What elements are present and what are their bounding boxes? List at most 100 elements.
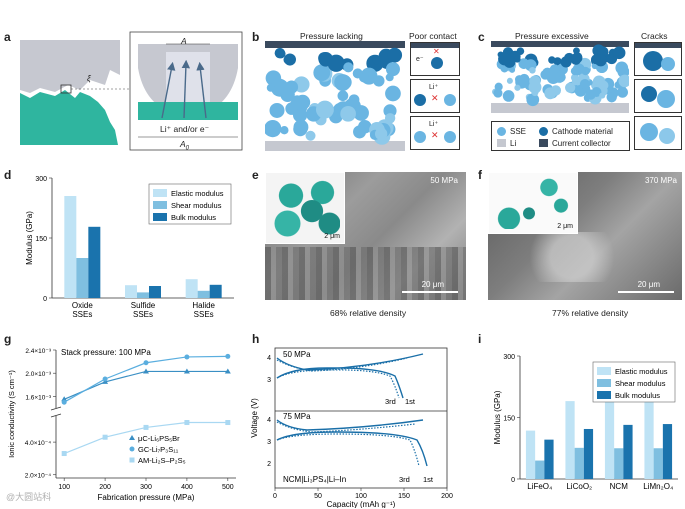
b-side-title: Poor contact: [409, 31, 457, 41]
panel-label-i: i: [478, 332, 482, 346]
teal-layer: [138, 102, 238, 120]
f-sem-image: 2 μm 370 MPa 20 μm: [488, 172, 682, 300]
data-point: [143, 424, 149, 430]
xtick-label: 300: [140, 484, 152, 491]
b-e-label: e⁻: [416, 56, 424, 63]
bar: [614, 448, 624, 479]
particle: [318, 52, 331, 65]
h-ytick: 4: [267, 355, 271, 362]
category-label: LiCoO₂: [566, 482, 592, 491]
chart-h: 0 50 100 150 200 4 3 4 3 2 50 MPa 75 MPa…: [250, 347, 453, 508]
particle: [560, 56, 572, 68]
particle: [571, 52, 583, 64]
bar: [662, 424, 673, 479]
data-point: [224, 368, 231, 374]
f-inset: 2 μm: [488, 172, 578, 234]
e-scale: 20 μm: [421, 280, 444, 289]
particle: [494, 82, 503, 91]
particle: [606, 92, 617, 103]
panel-label-h: h: [252, 332, 260, 346]
b-contact-box-3: Li⁺ ✕: [410, 116, 460, 150]
h-xtick: 150: [398, 493, 410, 500]
particle: [348, 94, 360, 106]
data-point: [183, 368, 190, 374]
bar: [137, 292, 149, 298]
cross-mark: ✕: [433, 47, 440, 56]
particle: [565, 82, 576, 93]
h-bottom-pressure: 75 MPa: [283, 412, 311, 421]
e-caption: 68% relative density: [330, 308, 407, 318]
particle: [513, 55, 521, 63]
particle: [315, 100, 334, 119]
c-title: Pressure excessive: [515, 31, 589, 41]
legend-label: Shear modulus: [615, 379, 666, 388]
data-point: [184, 354, 190, 360]
particle: [570, 67, 579, 76]
particle: [343, 62, 354, 73]
particle: [518, 76, 529, 87]
particle: [283, 55, 292, 64]
category-label: SSEs: [133, 310, 153, 319]
xlabel: Fabrication pressure (MPa): [98, 493, 195, 502]
particle: [383, 104, 397, 118]
h-3rd: 3rd: [385, 397, 396, 406]
ytick-label: 4.0×10⁻⁴: [25, 440, 51, 447]
particle: [384, 113, 396, 124]
particle: [526, 93, 540, 107]
series-line: [63, 370, 228, 400]
legend-sse: SSE: [510, 126, 527, 136]
particle: [353, 125, 367, 139]
bar: [583, 428, 594, 479]
legend-collector: Current collector: [552, 138, 611, 148]
b-contact-box-1: e⁻ ✕: [410, 42, 460, 76]
xtick-label: 400: [181, 484, 193, 491]
e-sem-image: 2 μm 50 MPa 20 μm: [265, 172, 466, 300]
h-top-charge-curve: [276, 353, 424, 371]
particle: [615, 61, 629, 75]
h-top-charge-curve-3rd: [276, 357, 408, 372]
particle: [337, 74, 352, 90]
particle: [618, 74, 629, 88]
particle: [506, 77, 513, 84]
cross-mark: ✕: [431, 93, 439, 103]
f-caption: 77% relative density: [552, 308, 629, 318]
b-title: Pressure lacking: [300, 31, 363, 41]
bar: [525, 430, 536, 479]
panel-label-a: a: [4, 30, 11, 44]
e-inset: 2 μm: [265, 172, 345, 244]
bar: [76, 258, 89, 298]
panel-a-schematic: [20, 31, 243, 151]
particle: [270, 78, 289, 97]
bar: [535, 460, 545, 479]
particle: [374, 127, 388, 141]
bar: [125, 285, 137, 298]
e-scale-bar: [402, 291, 458, 293]
bar: [197, 290, 210, 298]
particle: [285, 102, 298, 115]
panel-label-f: f: [478, 168, 482, 182]
particle: [514, 84, 521, 91]
label-carriers: Li⁺ and/or e⁻: [160, 124, 210, 134]
ytick-label: 300: [503, 354, 515, 361]
ytick-label: 300: [35, 176, 47, 183]
particle: [598, 80, 609, 91]
category-label: LiFeO₄: [527, 482, 552, 491]
b-contact-box-2: Li⁺ ✕: [410, 79, 460, 113]
ytick-label: 2.4×10⁻³: [25, 348, 51, 355]
panel-label-c: c: [478, 30, 485, 44]
particle: [340, 106, 356, 122]
c-side-title: Cracks: [641, 31, 668, 41]
chart-title: Stack pressure: 100 MPa: [61, 348, 151, 357]
h-bottom-charge-curve: [276, 419, 424, 431]
legend-label: Bulk modulus: [615, 391, 660, 400]
b-li-label-1: Li⁺: [429, 84, 439, 91]
bar: [604, 398, 615, 479]
legend-marker: [129, 446, 135, 452]
ytick-label: 2.0×10⁻³: [25, 371, 51, 378]
f-pressure: 370 MPa: [644, 176, 677, 185]
xtick-label: 100: [58, 484, 70, 491]
chart-i: 0 150 300 Modulus (GPa) LiFeO₄ LiCoO₂ NCM LiMn₂…: [493, 354, 678, 491]
bar: [88, 226, 101, 298]
particle: [579, 78, 591, 90]
